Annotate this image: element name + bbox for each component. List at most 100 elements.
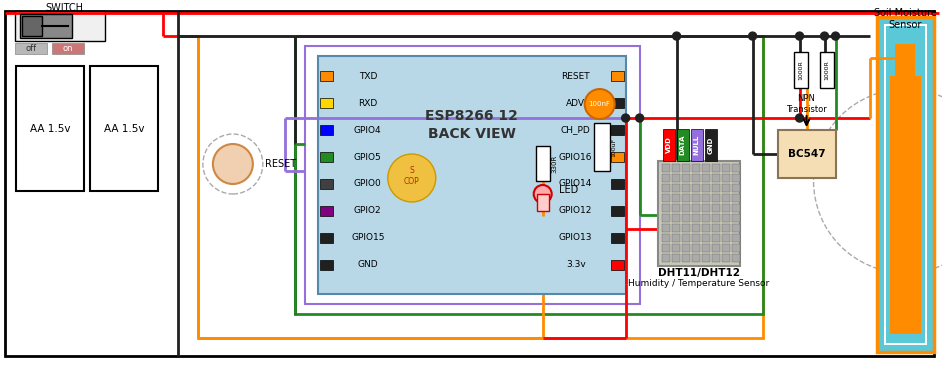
Bar [712, 164, 720, 172]
Text: GPIO4: GPIO4 [354, 126, 382, 135]
Text: ADV: ADV [566, 98, 586, 108]
Circle shape [585, 89, 615, 119]
Bar [691, 184, 700, 192]
Bar [671, 214, 680, 222]
Bar [732, 184, 739, 192]
Bar [702, 164, 709, 172]
Text: on: on [63, 44, 74, 53]
Bar [712, 214, 720, 222]
Text: GND: GND [707, 136, 714, 154]
Bar [662, 254, 670, 262]
Bar [732, 224, 739, 232]
Bar [682, 224, 689, 232]
Bar [320, 71, 333, 81]
Circle shape [749, 32, 756, 40]
Bar [721, 164, 730, 172]
Text: GPIO2: GPIO2 [354, 206, 382, 216]
Bar [611, 125, 623, 135]
Text: Soil Moisture
Sensor: Soil Moisture Sensor [874, 8, 936, 30]
Text: NPN
Transistor: NPN Transistor [786, 94, 827, 114]
Bar [662, 244, 670, 252]
Text: 100uF: 100uF [612, 137, 617, 157]
Bar [320, 98, 333, 108]
Bar [691, 224, 700, 232]
Bar [662, 214, 670, 222]
Bar [611, 206, 623, 216]
Bar [721, 194, 730, 202]
Bar [702, 194, 709, 202]
Text: NULL: NULL [694, 135, 700, 155]
Circle shape [388, 154, 436, 202]
Bar [702, 244, 709, 252]
Bar [16, 66, 84, 191]
Text: RESET: RESET [265, 159, 296, 169]
Text: RXD: RXD [358, 98, 377, 108]
Bar [721, 214, 730, 222]
Bar [662, 234, 670, 242]
Bar [712, 194, 720, 202]
Bar [712, 224, 720, 232]
Bar [671, 164, 680, 172]
Bar [691, 204, 700, 212]
Bar [732, 194, 739, 202]
Bar [819, 52, 834, 88]
Circle shape [672, 32, 681, 40]
Bar [702, 224, 709, 232]
Text: ESP8266 12: ESP8266 12 [425, 109, 518, 123]
Bar [662, 174, 670, 182]
Circle shape [899, 27, 913, 41]
Bar [671, 254, 680, 262]
Bar [691, 164, 700, 172]
Circle shape [534, 185, 552, 203]
Circle shape [796, 32, 803, 40]
Bar [611, 71, 623, 81]
Bar [732, 204, 739, 212]
Bar [896, 44, 916, 76]
Bar [320, 179, 333, 189]
Bar [671, 184, 680, 192]
Bar [682, 164, 689, 172]
Bar [52, 43, 84, 54]
Bar [712, 254, 720, 262]
Bar [702, 204, 709, 212]
Text: VDD: VDD [666, 137, 671, 153]
Bar [712, 184, 720, 192]
Bar [690, 129, 703, 161]
Bar [611, 179, 623, 189]
Text: GPIO15: GPIO15 [351, 234, 385, 242]
Bar [15, 11, 105, 41]
Bar [778, 130, 835, 178]
Text: GND: GND [357, 261, 378, 269]
Bar [320, 260, 333, 270]
Text: Humidity / Temperature Sensor: Humidity / Temperature Sensor [628, 280, 769, 288]
Bar [691, 254, 700, 262]
Bar [611, 260, 623, 270]
Text: S
COP: S COP [404, 166, 420, 186]
Bar [794, 52, 807, 88]
Bar [889, 76, 921, 334]
Text: DHT11/DHT12: DHT11/DHT12 [657, 268, 739, 278]
Bar [682, 184, 689, 192]
Bar [537, 194, 549, 211]
Bar [611, 152, 623, 162]
Bar [682, 254, 689, 262]
Bar [691, 244, 700, 252]
Text: GPIO0: GPIO0 [354, 179, 382, 188]
Bar [320, 152, 333, 162]
Bar [732, 234, 739, 242]
Bar [611, 98, 623, 108]
Bar [90, 66, 157, 191]
Circle shape [796, 114, 803, 122]
Text: GPIO14: GPIO14 [559, 179, 592, 188]
Bar [662, 184, 670, 192]
Bar [657, 161, 739, 266]
Bar [22, 16, 42, 36]
Bar [15, 43, 47, 54]
Bar [721, 234, 730, 242]
Text: SWITCH: SWITCH [45, 3, 83, 13]
Bar [662, 164, 670, 172]
Bar [305, 46, 639, 304]
Bar [671, 194, 680, 202]
Bar [671, 204, 680, 212]
Text: CH_PD: CH_PD [561, 126, 590, 135]
